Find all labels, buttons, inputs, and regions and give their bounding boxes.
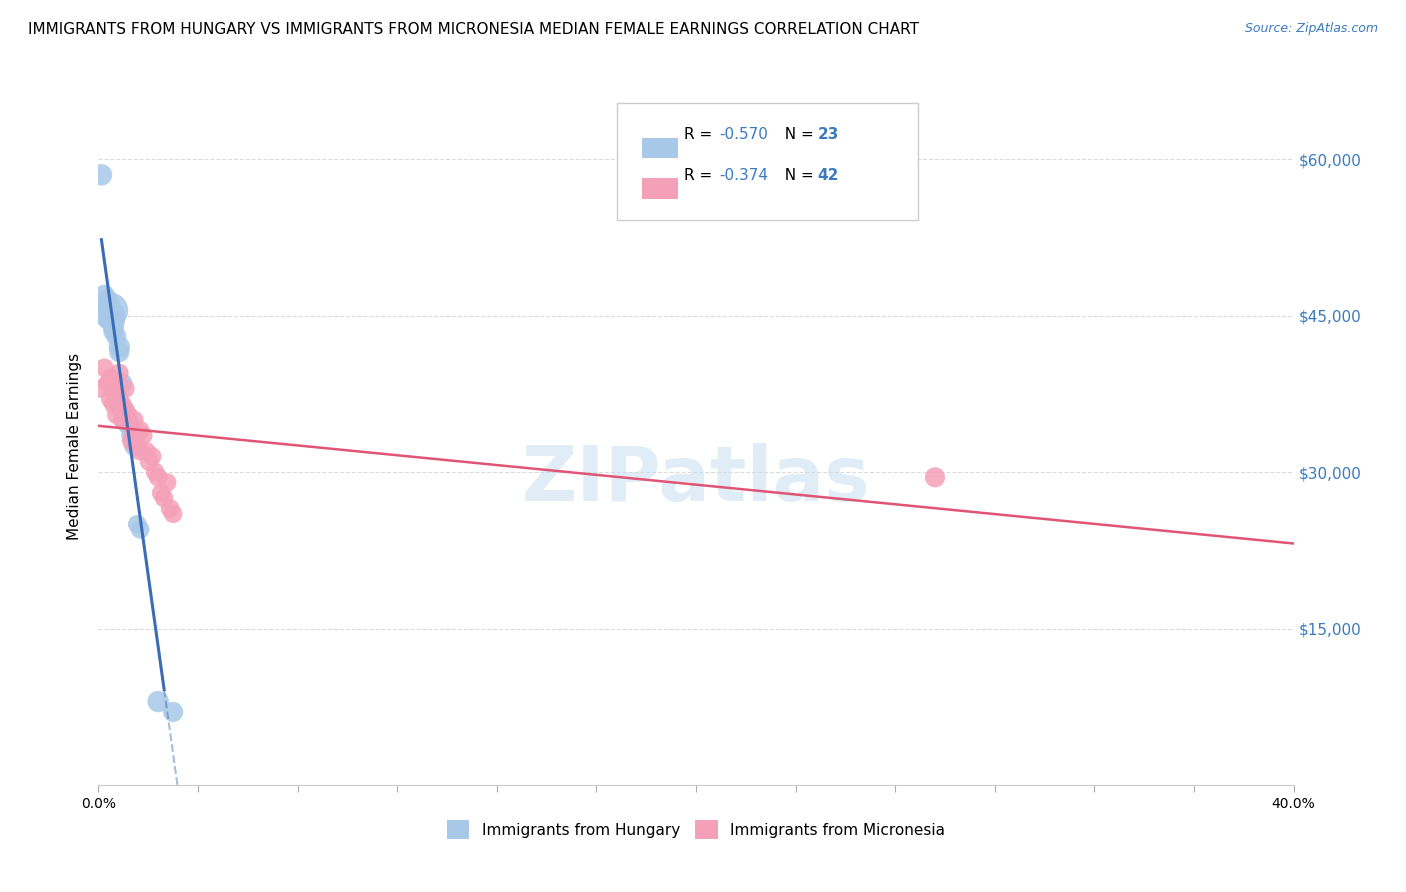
Point	[143, 465, 166, 479]
Point	[162, 507, 184, 521]
Point	[114, 382, 136, 396]
Point	[138, 455, 160, 469]
Point	[148, 694, 170, 708]
Point	[96, 298, 118, 312]
Point	[103, 319, 125, 334]
Text: 42: 42	[818, 168, 839, 183]
Point	[114, 413, 136, 427]
Point	[135, 444, 157, 458]
Point	[105, 387, 128, 401]
Point	[108, 366, 131, 380]
Point	[111, 376, 134, 391]
Text: Source: ZipAtlas.com: Source: ZipAtlas.com	[1244, 22, 1378, 36]
Text: -0.374: -0.374	[720, 168, 768, 183]
Point	[90, 168, 112, 182]
Y-axis label: Median Female Earnings: Median Female Earnings	[67, 352, 83, 540]
Point	[156, 475, 179, 490]
Point	[120, 418, 142, 433]
Point	[98, 303, 122, 318]
Point	[124, 413, 146, 427]
Point	[129, 523, 152, 537]
Point	[93, 360, 115, 375]
Point	[90, 382, 112, 396]
Point	[103, 397, 125, 411]
Point	[120, 434, 142, 448]
Point	[148, 470, 170, 484]
Point	[98, 392, 122, 406]
Point	[117, 418, 139, 433]
Point	[96, 293, 118, 307]
Point	[129, 444, 152, 458]
Point	[924, 470, 946, 484]
Point	[111, 402, 134, 417]
Point	[124, 439, 146, 453]
Point	[96, 376, 118, 391]
Point	[150, 486, 173, 500]
Legend: Immigrants from Hungary, Immigrants from Micronesia: Immigrants from Hungary, Immigrants from…	[440, 814, 952, 845]
Text: -0.570: -0.570	[720, 128, 768, 143]
Text: R =: R =	[685, 168, 717, 183]
Point	[120, 428, 142, 442]
Point	[103, 324, 125, 338]
Point	[105, 329, 128, 343]
Point	[93, 287, 115, 301]
Point	[108, 392, 131, 406]
Text: N =: N =	[776, 128, 820, 143]
Point	[98, 309, 122, 323]
Point	[127, 439, 149, 453]
Text: 23: 23	[818, 128, 839, 143]
Point	[103, 382, 125, 396]
Point	[98, 371, 122, 385]
Text: IMMIGRANTS FROM HUNGARY VS IMMIGRANTS FROM MICRONESIA MEDIAN FEMALE EARNINGS COR: IMMIGRANTS FROM HUNGARY VS IMMIGRANTS FR…	[28, 22, 920, 37]
Point	[103, 314, 125, 328]
Point	[124, 428, 146, 442]
Text: ZIPatlas: ZIPatlas	[522, 443, 870, 516]
Point	[108, 340, 131, 354]
Text: R =: R =	[685, 128, 717, 143]
Point	[153, 491, 176, 505]
Point	[129, 423, 152, 437]
Point	[141, 450, 163, 464]
Point	[162, 705, 184, 719]
Point	[127, 517, 149, 532]
Point	[108, 345, 131, 359]
Point	[105, 408, 128, 422]
Point	[111, 413, 134, 427]
Point	[159, 501, 181, 516]
Text: N =: N =	[776, 168, 820, 183]
Point	[114, 402, 136, 417]
Point	[132, 428, 155, 442]
Point	[111, 397, 134, 411]
Point	[117, 408, 139, 422]
